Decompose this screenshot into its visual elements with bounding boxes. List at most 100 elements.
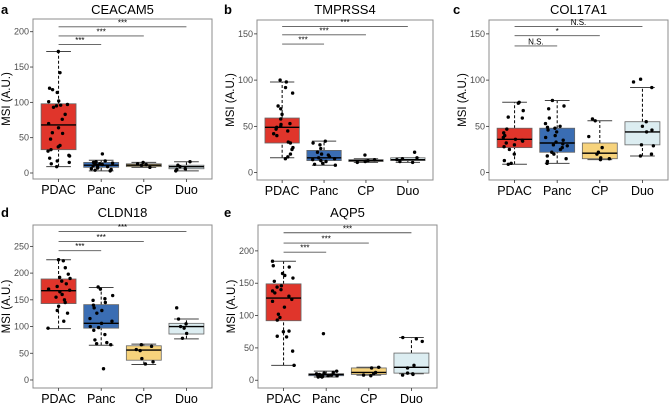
data-point [174,169,178,173]
y-tick-label: 0 [24,375,29,385]
data-point [58,103,63,107]
data-point [504,141,508,145]
data-point [47,86,52,90]
significance-label: *** [75,36,84,45]
significance-bracket: N.S. [514,18,643,27]
data-point [103,332,107,337]
data-point [47,156,52,160]
data-point [561,138,565,142]
x-tick-label: PDAC [41,392,76,405]
box-cp [581,117,618,162]
data-point [89,167,94,171]
data-point [550,98,555,103]
data-point [110,319,114,323]
x-tick-label: Panc [87,392,116,405]
y-tick-label: 150 [238,29,253,39]
significance-label: *** [343,224,352,233]
data-point [650,85,654,90]
significance-bracket: *** [58,18,187,27]
data-point [96,325,101,330]
data-point [562,104,566,108]
significance-label: *** [118,223,127,232]
data-point [270,259,275,263]
data-point [355,160,360,165]
x-tick-label: Duo [631,184,654,198]
significance-label: *** [118,18,127,27]
significance-label: *** [319,26,328,35]
data-point [178,324,183,329]
data-point [415,156,419,160]
data-point [270,299,275,304]
data-point [95,311,99,315]
data-point [502,145,506,149]
data-point [551,143,556,147]
x-tick-label: Panc [310,184,339,198]
data-point [644,130,649,134]
x-tick-label: CP [135,392,152,405]
y-axis-label: MSI (A.U.) [225,73,237,127]
data-point [178,164,182,169]
y-tick-label: 50 [19,348,29,358]
significance-bracket: * [514,27,600,36]
data-point [287,265,291,269]
data-point [63,300,67,305]
data-point [290,91,295,95]
data-point [554,140,558,144]
x-tick-label: PDAC [497,184,532,198]
data-point [105,340,109,345]
box-pdac [496,100,533,166]
significance-bracket: *** [282,26,366,35]
data-point [279,284,284,288]
data-point [60,279,64,283]
x-tick-label: Panc [543,184,572,198]
box-cp [125,160,162,170]
data-point [288,141,293,145]
box-duo [393,335,430,377]
data-point [320,375,324,379]
data-point [92,306,96,310]
data-point [46,326,50,330]
data-point [587,134,591,139]
data-point [275,285,279,289]
data-point [55,90,59,95]
box-panc [83,152,120,173]
data-point [62,319,66,323]
data-point [292,363,296,368]
data-point [287,294,291,298]
y-tick-label: 200 [14,27,29,37]
panel-title: CLDN18 [98,205,148,220]
data-point [312,162,317,166]
panel-letter: e [224,205,231,220]
data-point [56,126,61,130]
data-point [92,328,96,332]
data-point [366,158,370,163]
data-point [56,258,61,262]
data-point [110,161,115,165]
data-point [283,157,288,161]
box-duo [624,77,661,158]
data-point [593,119,597,123]
data-point [279,124,283,129]
data-point [46,99,51,104]
panel-letter: d [1,205,9,220]
y-tick-label: 250 [14,241,29,251]
panel-letter: a [1,2,9,17]
panel-a: a CEACAM5 MSI (A.U.) 0 50 100 150 200 PDAC Panc CP… [1,2,213,197]
data-point [543,135,548,140]
data-point [595,152,599,156]
panel-title: COL17A1 [550,2,607,17]
data-point [414,337,419,341]
box-iqr [581,142,618,160]
data-point [398,159,402,164]
data-point [545,125,550,129]
data-point [49,162,53,166]
data-point [286,129,290,133]
data-point [561,142,565,146]
data-point [98,287,103,291]
data-point [502,158,507,163]
data-point [411,372,415,377]
data-point [143,362,148,366]
data-point [95,166,100,170]
data-point [512,152,516,156]
y-tick-label: 100 [238,75,253,85]
